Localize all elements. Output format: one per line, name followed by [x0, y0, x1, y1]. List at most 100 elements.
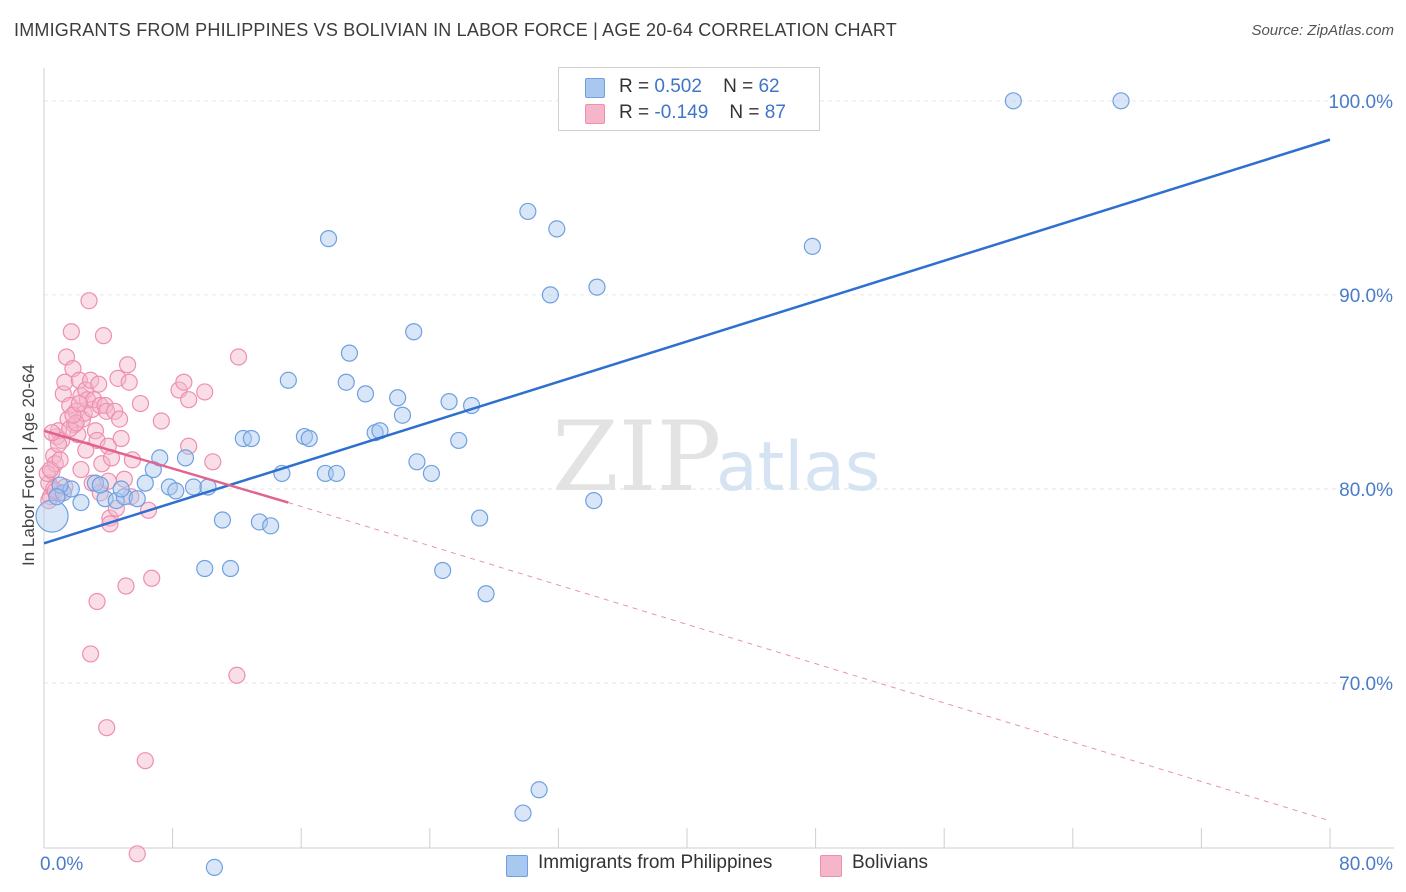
bolivians-point-65	[136, 752, 154, 770]
philippines-point-29	[337, 373, 355, 391]
philippines-point-52	[803, 237, 821, 255]
watermark-zip: ZIP	[552, 401, 721, 513]
bolivians-point-40	[109, 369, 127, 387]
bolivians-point-50	[152, 412, 170, 430]
philippines-point-51	[1112, 92, 1130, 110]
philippines-point-45	[519, 202, 537, 221]
bolivians-point-61	[117, 577, 135, 595]
bolivians-point-52	[175, 373, 193, 391]
y-tick-label-0: 70.0%	[1339, 674, 1393, 695]
philippines-point-37	[422, 464, 441, 483]
philippines-point-3	[72, 493, 90, 512]
bolivians-point-35	[96, 396, 114, 415]
philippines-point-13	[167, 482, 185, 500]
bolivians-point-31	[90, 375, 108, 393]
bolivians-point-42	[112, 429, 130, 448]
philippines-point-30	[356, 385, 375, 403]
philippines-point-25	[300, 429, 318, 448]
legend-box: R = 0.502 N = 62 R = -0.149 N = 87	[558, 67, 820, 131]
philippines-point-43	[477, 585, 495, 603]
philippines-point-35	[405, 323, 423, 341]
x-tick-labels: 0.0% 80.0%	[40, 854, 1393, 875]
bottom-legend-label-bolivians: Bolivians	[852, 852, 929, 873]
x-tick-label-0: 0.0%	[40, 854, 83, 875]
y-tick-label-1: 80.0%	[1339, 480, 1393, 501]
philippines-point-23	[279, 371, 297, 389]
bolivians-point-41	[110, 410, 129, 428]
bolivians-point-60	[88, 592, 106, 611]
watermark-atlas: atlas	[716, 428, 880, 507]
bolivians-point-14	[62, 323, 80, 341]
bolivians-point-62	[143, 569, 161, 587]
bolivians-trend-extension	[288, 502, 1331, 822]
philippines-point-14	[176, 449, 195, 467]
bottom-legend-label-philippines: Immigrants from Philippines	[538, 852, 773, 873]
philippines-point-48	[585, 492, 603, 510]
philippines-point-36	[408, 453, 426, 471]
philippines-point-56	[221, 559, 240, 578]
y-tick-labels: 70.0% 80.0% 90.0% 100.0%	[1329, 92, 1394, 695]
chart-source: Source: ZipAtlas.com	[1251, 22, 1394, 39]
legend-n-value: 62	[758, 76, 780, 97]
legend-swatch-bolivians	[585, 104, 605, 124]
bolivians-point-56	[204, 453, 222, 471]
axes	[43, 68, 1394, 849]
trend-lines	[43, 138, 1331, 822]
philippines-point-42	[471, 509, 489, 527]
bottom-legend-swatch-philippines	[506, 855, 528, 877]
philippines-point-44	[319, 230, 338, 248]
philippines-point-49	[588, 278, 606, 296]
bolivians-point-67	[128, 845, 146, 863]
legend-r-label: R =	[619, 76, 650, 97]
philippines-point-39	[440, 393, 458, 411]
bolivians-point-25	[80, 292, 98, 310]
legend-n-label: N =	[729, 102, 760, 123]
philippines-point-9	[136, 474, 154, 492]
philippines-point-50	[1004, 92, 1022, 110]
philippines-point-17	[213, 511, 232, 529]
philippines-point-33	[389, 389, 407, 407]
bolivians-point-33	[93, 455, 111, 473]
legend-r-label: R =	[619, 102, 650, 123]
philippines-point-40	[450, 431, 468, 450]
philippines-point-2	[62, 480, 80, 498]
bolivians-point-48	[131, 394, 150, 413]
bolivians-point-34	[94, 327, 113, 345]
philippines-point-61	[112, 480, 130, 498]
bolivians-point-32	[91, 396, 109, 415]
bolivians-points	[38, 292, 248, 863]
bottom-legend-swatch-bolivians	[820, 855, 842, 877]
bolivians-point-53	[180, 391, 198, 409]
bolivians-point-64	[98, 719, 116, 737]
bolivians-point-66	[228, 666, 246, 684]
bolivians-point-10	[56, 373, 74, 391]
legend-n-label: N =	[723, 76, 754, 97]
chart-title: IMMIGRANTS FROM PHILIPPINES VS BOLIVIAN …	[14, 20, 897, 40]
philippines-point-38	[434, 561, 452, 580]
philippines-point-54	[514, 804, 532, 822]
philippines-point-55	[196, 559, 214, 578]
bolivians-point-84	[51, 451, 69, 469]
philippines-point-60	[91, 476, 109, 494]
grid-lines	[44, 100, 1390, 684]
philippines-point-0	[35, 499, 69, 533]
bolivians-point-45	[120, 373, 138, 391]
philippines-point-46	[541, 286, 559, 304]
watermark: ZIP atlas	[552, 401, 880, 513]
y-axis-label: In Labor Force | Age 20-64	[19, 364, 38, 566]
y-tick-label-3: 100.0%	[1329, 92, 1394, 113]
bolivians-point-63	[82, 645, 100, 663]
bolivians-point-57	[229, 348, 248, 366]
philippines-point-20	[250, 513, 269, 531]
bolivians-point-26	[82, 371, 100, 389]
bolivians-point-86	[70, 394, 88, 413]
philippines-point-27	[327, 464, 346, 483]
x-tick-label-1: 80.0%	[1339, 854, 1393, 875]
philippines-point-53	[530, 781, 548, 799]
philippines-point-28	[340, 344, 359, 362]
philippines-point-47	[548, 220, 566, 238]
philippines-point-19	[242, 429, 260, 448]
bolivians-point-80	[99, 472, 117, 490]
bolivians-trend-line	[43, 429, 289, 504]
